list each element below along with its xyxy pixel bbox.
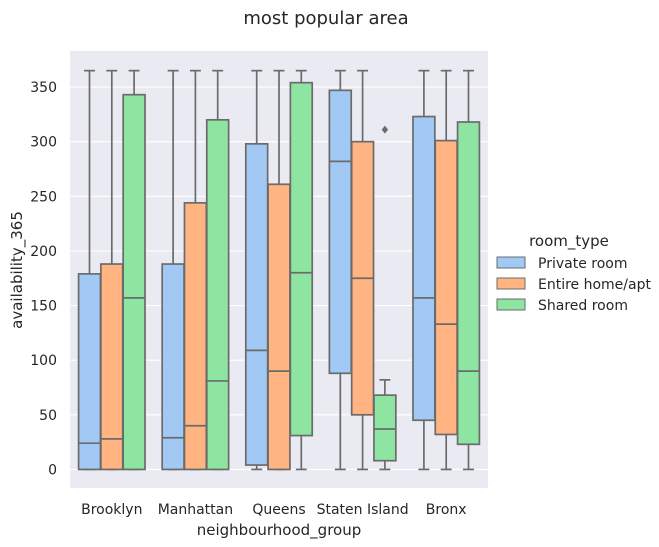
y-tick-label: 150 <box>30 299 57 315</box>
box <box>122 93 146 471</box>
y-tick-label: 350 <box>30 80 57 96</box>
series-entire-home-apt <box>100 69 458 471</box>
legend-label: Entire home/apt <box>538 277 651 293</box>
x-tick-label: Bronx <box>426 502 467 518</box>
legend: room_type Private room Entire home/apt Sha… <box>496 232 651 314</box>
x-tick-labels: Brooklyn Manhattan Queens Staten Island Bron… <box>81 502 466 518</box>
box <box>183 202 208 471</box>
box <box>161 263 185 471</box>
legend-title: room_type <box>529 232 609 251</box>
box <box>434 139 458 436</box>
y-tick-label: 50 <box>39 408 57 424</box>
box <box>373 394 397 462</box>
legend-swatch <box>496 256 526 269</box>
box <box>412 115 436 422</box>
series-shared-room <box>122 69 481 471</box>
legend-swatch <box>496 298 526 311</box>
box <box>267 183 291 471</box>
legend-swatch <box>496 277 526 290</box>
box <box>328 89 353 375</box>
y-tick-label: 100 <box>30 353 57 369</box>
series-private-room <box>77 69 436 471</box>
chart-title: most popular area <box>243 8 408 29</box>
y-tick-labels: 0 50 100 150 200 250 300 350 <box>30 80 57 478</box>
y-tick-label: 250 <box>30 189 57 205</box>
y-tick-label: 300 <box>30 135 57 151</box>
x-tick-label: Brooklyn <box>81 502 142 518</box>
box <box>244 143 269 466</box>
legend-items: Private room Entire home/apt Shared room <box>496 256 651 314</box>
y-axis-label: availability_365 <box>8 211 27 329</box>
x-axis-label: neighbourhood_group <box>197 521 362 540</box>
legend-label: Shared room <box>538 298 628 314</box>
box <box>77 273 102 471</box>
y-tick-label: 200 <box>30 244 57 260</box>
box <box>289 81 314 437</box>
x-tick-label: Staten Island <box>317 502 409 518</box>
x-tick-label: Manhattan <box>158 502 233 518</box>
box <box>456 121 481 446</box>
x-tick-label: Queens <box>252 502 305 518</box>
box <box>205 118 230 471</box>
y-tick-label: 0 <box>48 462 57 478</box>
box-series <box>77 69 481 471</box>
legend-label: Private room <box>538 256 627 272</box>
outlier-point <box>381 125 389 134</box>
